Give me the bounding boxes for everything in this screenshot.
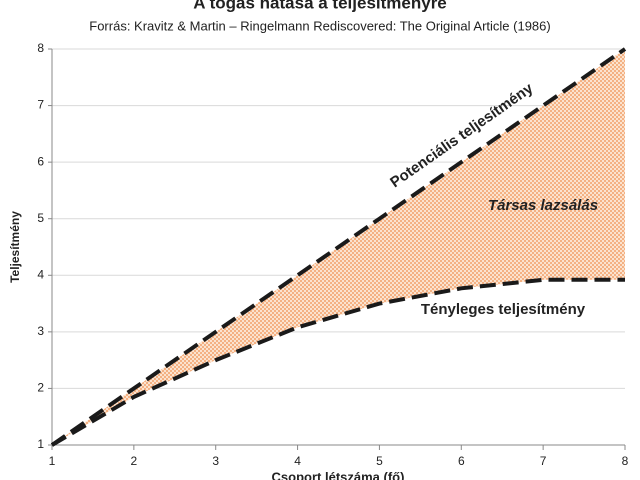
annotation: Társas lazsálás	[488, 197, 598, 214]
y-tick-label: 8	[37, 41, 44, 55]
y-tick-label: 5	[37, 211, 44, 225]
x-axis-label: Csoport létszáma (fő)	[272, 469, 405, 480]
x-tick-label: 7	[540, 454, 547, 468]
x-tick-label: 3	[212, 454, 219, 468]
series-line	[50, 47, 627, 447]
series-label: Tényleges teljesítmény	[421, 301, 586, 318]
y-tick-label: 6	[37, 154, 44, 168]
x-tick-label: 8	[622, 454, 629, 468]
x-tick-label: 4	[294, 454, 301, 468]
y-tick-label: 4	[37, 267, 44, 281]
chart-title: A tógás hatása a teljesítményre	[193, 0, 447, 12]
y-tick-label: 7	[37, 98, 44, 112]
y-tick-label: 3	[37, 324, 44, 338]
x-tick-label: 1	[49, 454, 56, 468]
x-tick-label: 5	[376, 454, 383, 468]
x-tick-label: 2	[131, 454, 138, 468]
y-axis-label: Teljesítmény	[8, 211, 22, 283]
y-tick-label: 1	[37, 437, 44, 451]
y-tick-label: 2	[37, 381, 44, 395]
x-tick-label: 6	[458, 454, 465, 468]
chart-subtitle: Forrás: Kravitz & Martin – Ringelmann Re…	[89, 18, 550, 33]
series-line	[50, 277, 625, 447]
